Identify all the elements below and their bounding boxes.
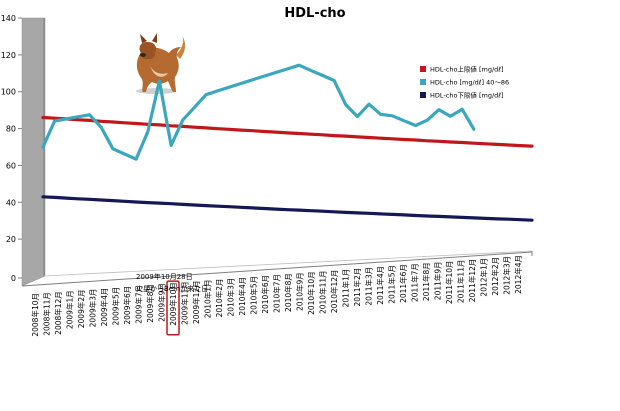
y-tick-label: 60 [6, 161, 16, 170]
x-tick-label: 2008年10月 [30, 293, 40, 337]
dog-photo-icon [136, 33, 186, 94]
x-tick-label: 2012年3月 [502, 256, 512, 295]
legend-swatch-3 [420, 92, 426, 98]
x-tick-label: 2010年12月 [329, 269, 339, 313]
annotation-date: 2009年10月28日 [136, 272, 193, 281]
x-tick-label: 2011年10月 [444, 260, 454, 304]
x-tick-label: 2011年12月 [467, 259, 477, 303]
x-tick-label: 2011年4月 [375, 266, 385, 305]
series-line-3 [41, 195, 534, 222]
y-tick-label: 100 [1, 88, 16, 97]
x-axis-front-edge [21, 251, 533, 287]
x-tick-label: 2009年9月 [157, 283, 167, 322]
x-tick-label: 2012年1月 [479, 258, 489, 297]
x-tick-label: 2011年9月 [433, 261, 443, 300]
x-tick-label: 2009年3月 [88, 288, 98, 327]
legend-label-2: HDL-cho [mg/dℓ] 40～86 [430, 79, 509, 87]
x-tick-label: 2009年8月 [145, 284, 155, 323]
series-line-2 [41, 63, 476, 161]
x-tick-label: 2010年6月 [260, 275, 270, 314]
x-tick-label: 2012年2月 [490, 257, 500, 296]
x-tick-label: 2010年1月 [203, 279, 213, 318]
highlight-box [166, 280, 180, 336]
x-tick-label: 2009年12月 [191, 280, 201, 324]
x-tick-label: 2011年2月 [352, 268, 362, 307]
x-tick-label: 2011年6月 [398, 264, 408, 303]
x-tick-label: 2010年2月 [214, 279, 224, 318]
x-tick-label: 2010年7月 [272, 274, 282, 313]
x-tick-label: 2009年10月 [168, 282, 178, 326]
legend-label-3: HDL-cho下限値 [mg/dℓ] [430, 91, 504, 100]
x-tick-label: 2010年5月 [249, 276, 259, 315]
y-tick-label: 20 [6, 235, 16, 244]
x-tick-label: 2011年8月 [421, 262, 431, 301]
x-tick-label: 2011年5月 [387, 265, 397, 304]
chart-back-wall [21, 17, 46, 287]
y-tick-label: 140 [1, 14, 16, 23]
x-axis-back-edge [43, 250, 533, 277]
y-tick-label: 0 [11, 274, 16, 283]
x-tick-label: 2010年3月 [226, 278, 236, 317]
y-tick-label: 80 [6, 125, 16, 134]
x-tick-label: 2011年3月 [364, 267, 374, 306]
x-tick-label: 2008年12月 [53, 291, 63, 335]
x-tick-label: 2009年1月 [65, 290, 75, 329]
x-tick-label: 2009年11月 [180, 281, 190, 325]
x-tick-label: 2010年9月 [295, 272, 305, 311]
x-tick-label: 2009年2月 [76, 289, 86, 328]
x-tick-label: 2010年11月 [318, 270, 328, 314]
x-tick-label: 2010年4月 [237, 277, 247, 316]
x-tick-label: 2010年8月 [283, 273, 293, 312]
y-tick-label: 120 [1, 51, 16, 60]
x-tick-label: 2012年4月 [513, 255, 523, 294]
legend-swatch-1 [420, 66, 426, 72]
series-line-1 [41, 115, 534, 148]
x-tick-label: 2009年5月 [111, 287, 121, 326]
x-tick-label: 2009年4月 [99, 288, 109, 327]
x-tick-label: 2010年10月 [306, 271, 316, 315]
x-tick-label: 2011年11月 [456, 260, 466, 304]
annotation-caption: 火星からBethが来た日 [136, 284, 208, 293]
x-tick-label: 2011年7月 [410, 263, 420, 302]
chart-title: HDL-cho [284, 6, 345, 21]
x-tick-label: 2009年7月 [134, 285, 144, 324]
x-tick-label: 2009年6月 [122, 286, 132, 325]
y-tick-label: 40 [6, 198, 16, 207]
legend-swatch-2 [420, 79, 426, 85]
x-tick-label: 2011年1月 [341, 269, 351, 308]
legend-label-1: HDL-cho上限値 [mg/dℓ] [430, 65, 504, 74]
x-tick-label: 2008年11月 [42, 292, 52, 336]
